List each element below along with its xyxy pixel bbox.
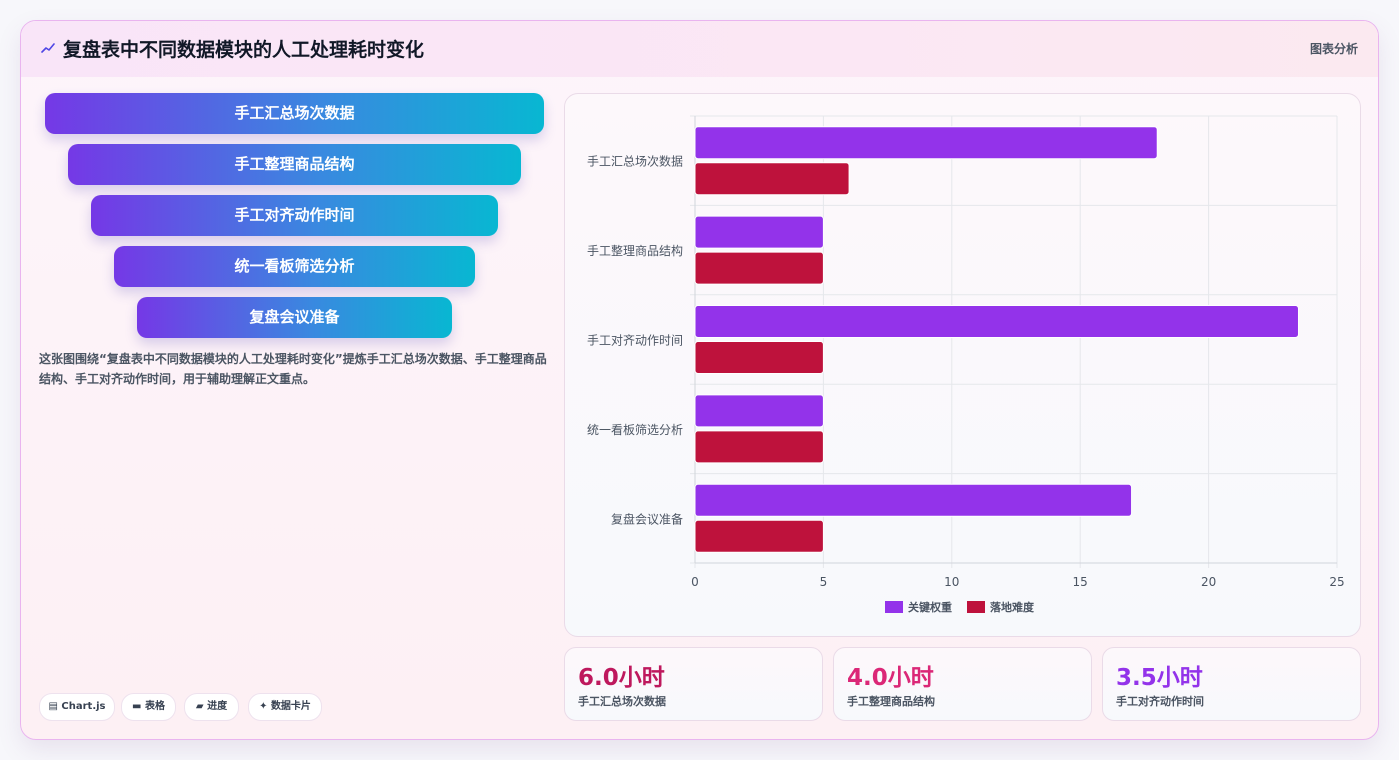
y-tick-label: 手工对齐动作时间 [587, 333, 683, 348]
legend-swatch [967, 601, 985, 613]
x-tick-label: 20 [1201, 575, 1216, 589]
funnel-step: 复盘会议准备 [137, 297, 452, 338]
kpi-value: 3.5小时 [1116, 665, 1203, 691]
page-title: 复盘表中不同数据模块的人工处理耗时变化 [63, 39, 425, 61]
funnel-step: 手工整理商品结构 [68, 144, 521, 185]
chip-label: Chart.js [61, 701, 106, 712]
kpi-card: 4.0小时 手工整理商品结构 [833, 647, 1092, 721]
y-tick-label: 手工汇总场次数据 [587, 154, 683, 169]
table-icon: ▬ [132, 701, 142, 712]
bar-series1 [694, 126, 1158, 160]
sparkle-icon: ✦ [259, 701, 268, 712]
report-card: 复盘表中不同数据模块的人工处理耗时变化 图表分析 手工汇总场次数据 手工整理商品… [20, 20, 1379, 740]
bar-series1 [694, 215, 824, 249]
legend-label: 关键权重 [908, 600, 952, 614]
funnel-step: 手工对齐动作时间 [91, 195, 498, 236]
x-tick-label: 10 [944, 575, 959, 589]
bar-series2 [694, 162, 850, 196]
kpi-value: 6.0小时 [578, 665, 665, 691]
y-tick-label: 手工整理商品结构 [587, 243, 683, 258]
line-trend-icon [41, 43, 55, 53]
chart-panel: 0 5 10 15 20 25 手工汇总场次数据 手工整理商品结构 手工对齐动作时间 统一看板筛选… [564, 93, 1361, 637]
x-tick-label: 25 [1329, 575, 1344, 589]
bar-series2 [694, 430, 824, 464]
chart-analysis-tag: 图表分析 [1309, 42, 1358, 56]
y-tick-label: 复盘会议准备 [611, 511, 683, 526]
funnel-step: 统一看板筛选分析 [114, 246, 475, 287]
card-header: 复盘表中不同数据模块的人工处理耗时变化 图表分析 [21, 21, 1378, 77]
bar-chart: 0 5 10 15 20 25 手工汇总场次数据手工整理商品结构手工对齐动作时间统一看板筛选… [587, 115, 1345, 614]
y-tick-label: 统一看板筛选分析 [587, 422, 683, 437]
chip-label: 表格 [144, 701, 165, 712]
x-tick-label: 0 [691, 575, 699, 589]
kpi-label: 手工整理商品结构 [847, 695, 935, 708]
bar-series2 [694, 519, 824, 553]
chip-progress[interactable]: ▰ 进度 [184, 693, 239, 721]
kpi-card: 3.5小时 手工对齐动作时间 [1102, 647, 1361, 721]
bar-series2 [694, 251, 824, 285]
bar-series1 [694, 483, 1133, 517]
chip-label: 数据卡片 [270, 701, 311, 712]
kpi-value: 4.0小时 [847, 665, 934, 691]
chip-data-card[interactable]: ✦ 数据卡片 [248, 693, 322, 721]
progress-icon: ▰ [195, 701, 204, 712]
bar-series1 [694, 394, 824, 428]
chip-chartjs[interactable]: ▤ Chart.js [39, 693, 115, 721]
kpi-label: 手工汇总场次数据 [578, 695, 666, 708]
legend-swatch [885, 601, 903, 613]
chip-table[interactable]: ▬ 表格 [121, 693, 176, 721]
kpi-card: 6.0小时 手工汇总场次数据 [564, 647, 823, 721]
legend-label: 落地难度 [990, 600, 1035, 614]
grid-icon: ▤ [48, 701, 58, 712]
chip-label: 进度 [207, 701, 228, 712]
bar-series2 [694, 341, 824, 374]
funnel-step: 手工汇总场次数据 [45, 93, 544, 134]
x-tick-label: 5 [820, 575, 828, 589]
bar-series1 [694, 305, 1299, 338]
kpi-label: 手工对齐动作时间 [1116, 695, 1204, 708]
x-tick-label: 15 [1073, 575, 1088, 589]
chart-description: 这张图围绕“复盘表中不同数据模块的人工处理耗时变化”提炼手工汇总场次数据、手工整… [39, 352, 547, 386]
